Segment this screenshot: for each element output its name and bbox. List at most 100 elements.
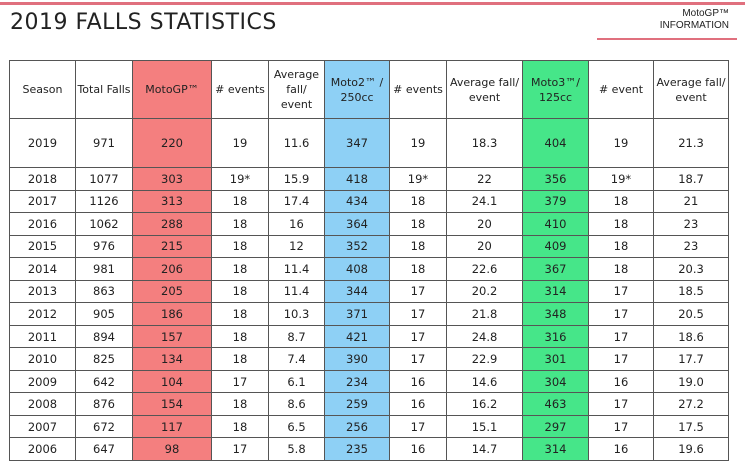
cell-total-falls: 971 <box>75 117 133 169</box>
cell-motogp-average: 6.1 <box>268 369 325 394</box>
cell-season: 2009 <box>9 369 76 394</box>
cell-moto3-average: 23 <box>653 212 729 236</box>
cell-moto2-average: 22 <box>446 167 523 191</box>
cell-moto3: 314 <box>522 279 589 304</box>
cell-moto2-average: 20 <box>446 212 523 236</box>
cell-season: 2016 <box>9 212 76 236</box>
table-row: 2012 905 186 18 10.3 371 17 21.8 348 17 20.5 <box>9 302 729 326</box>
cell-motogp-average: 11.4 <box>268 257 325 281</box>
cell-motogp-average: 8.6 <box>268 392 325 416</box>
cell-motogp-events: 18 <box>211 234 269 259</box>
cell-motogp: 157 <box>132 324 212 349</box>
cell-season: 2017 <box>9 189 76 214</box>
cell-motogp-average: 7.4 <box>268 347 325 371</box>
cell-motogp: 205 <box>132 279 212 304</box>
cell-moto2: 235 <box>324 437 390 461</box>
cell-total-falls: 1126 <box>75 189 133 214</box>
cell-moto3-events: 17 <box>588 279 654 304</box>
cell-moto3-average: 18.7 <box>653 167 729 191</box>
table-row: 2016 1062 288 18 16 364 18 20 410 18 23 <box>9 212 729 236</box>
cell-moto3-average: 17.5 <box>653 414 729 439</box>
header-moto3-events: # event <box>588 60 654 119</box>
cell-total-falls: 876 <box>75 392 133 416</box>
cell-moto2-average: 20 <box>446 234 523 259</box>
cell-season: 2007 <box>9 414 76 439</box>
table-row: 2011 894 157 18 8.7 421 17 24.8 316 17 18.6 <box>9 324 729 349</box>
cell-motogp-average: 5.8 <box>268 437 325 461</box>
cell-motogp: 206 <box>132 257 212 281</box>
cell-moto2-average: 20.2 <box>446 279 523 304</box>
cell-motogp: 134 <box>132 347 212 371</box>
cell-motogp-events: 18 <box>211 212 269 236</box>
cell-moto2-events: 16 <box>389 392 447 416</box>
table-row: 2018 1077 303 19* 15.9 418 19* 22 356 19* 18.7 <box>9 167 729 191</box>
cell-motogp-events: 18 <box>211 414 269 439</box>
cell-moto3-average: 23 <box>653 234 729 259</box>
cell-moto2-events: 17 <box>389 324 447 349</box>
cell-motogp-events: 18 <box>211 302 269 326</box>
header-motogp-average: Average fall/ event <box>268 60 325 119</box>
cell-motogp: 313 <box>132 189 212 214</box>
header-moto2-average: Average fall/ event <box>446 60 523 119</box>
cell-season: 2018 <box>9 167 76 191</box>
cell-motogp-average: 8.7 <box>268 324 325 349</box>
cell-total-falls: 642 <box>75 369 133 394</box>
cell-season: 2008 <box>9 392 76 416</box>
cell-motogp-average: 6.5 <box>268 414 325 439</box>
cell-motogp: 186 <box>132 302 212 326</box>
cell-moto3-average: 18.5 <box>653 279 729 304</box>
header-moto2: Moto2™ / 250cc <box>324 60 390 119</box>
motogp-information-badge: MotoGP™ INFORMATION <box>597 8 737 40</box>
cell-moto3: 463 <box>522 392 589 416</box>
cell-moto3-events: 16 <box>588 369 654 394</box>
cell-motogp-events: 18 <box>211 324 269 349</box>
cell-moto3-events: 16 <box>588 437 654 461</box>
table-body: 2019 971 220 19 11.6 347 19 18.3 404 19 21.3 2018 10… <box>9 117 729 461</box>
cell-motogp-average: 12 <box>268 234 325 259</box>
cell-motogp-average: 10.3 <box>268 302 325 326</box>
cell-total-falls: 976 <box>75 234 133 259</box>
cell-moto3: 348 <box>522 302 589 326</box>
cell-moto2: 352 <box>324 234 390 259</box>
header-motogp-events: # events <box>211 60 269 119</box>
cell-total-falls: 647 <box>75 437 133 461</box>
cell-moto2: 434 <box>324 189 390 214</box>
cell-moto2-events: 16 <box>389 437 447 461</box>
cell-moto2: 234 <box>324 369 390 394</box>
cell-total-falls: 905 <box>75 302 133 326</box>
cell-moto3-events: 17 <box>588 392 654 416</box>
cell-motogp-average: 11.6 <box>268 117 325 169</box>
cell-moto2-average: 18.3 <box>446 117 523 169</box>
cell-motogp-events: 17 <box>211 437 269 461</box>
cell-moto3-average: 20.3 <box>653 257 729 281</box>
cell-moto3-average: 21 <box>653 189 729 214</box>
cell-motogp: 220 <box>132 117 212 169</box>
cell-total-falls: 825 <box>75 347 133 371</box>
table-row: 2015 976 215 18 12 352 18 20 409 18 23 <box>9 234 729 259</box>
cell-moto3: 409 <box>522 234 589 259</box>
table-row: 2008 876 154 18 8.6 259 16 16.2 463 17 27.2 <box>9 392 729 416</box>
cell-season: 2015 <box>9 234 76 259</box>
cell-motogp: 288 <box>132 212 212 236</box>
cell-motogp: 154 <box>132 392 212 416</box>
cell-season: 2014 <box>9 257 76 281</box>
cell-moto3-events: 19 <box>588 117 654 169</box>
cell-total-falls: 1077 <box>75 167 133 191</box>
cell-moto2: 371 <box>324 302 390 326</box>
cell-motogp-average: 16 <box>268 212 325 236</box>
cell-total-falls: 863 <box>75 279 133 304</box>
header-season: Season <box>9 60 76 119</box>
cell-moto3: 367 <box>522 257 589 281</box>
cell-moto2-average: 22.9 <box>446 347 523 371</box>
cell-moto3-events: 18 <box>588 212 654 236</box>
cell-moto2: 347 <box>324 117 390 169</box>
cell-moto3-average: 20.5 <box>653 302 729 326</box>
cell-motogp-events: 18 <box>211 189 269 214</box>
cell-motogp-average: 15.9 <box>268 167 325 191</box>
cell-total-falls: 1062 <box>75 212 133 236</box>
table-row: 2007 672 117 18 6.5 256 17 15.1 297 17 17.5 <box>9 414 729 439</box>
badge-line-information: INFORMATION <box>659 20 729 31</box>
cell-moto3-events: 18 <box>588 189 654 214</box>
header-moto2-events: # events <box>389 60 447 119</box>
cell-motogp: 215 <box>132 234 212 259</box>
